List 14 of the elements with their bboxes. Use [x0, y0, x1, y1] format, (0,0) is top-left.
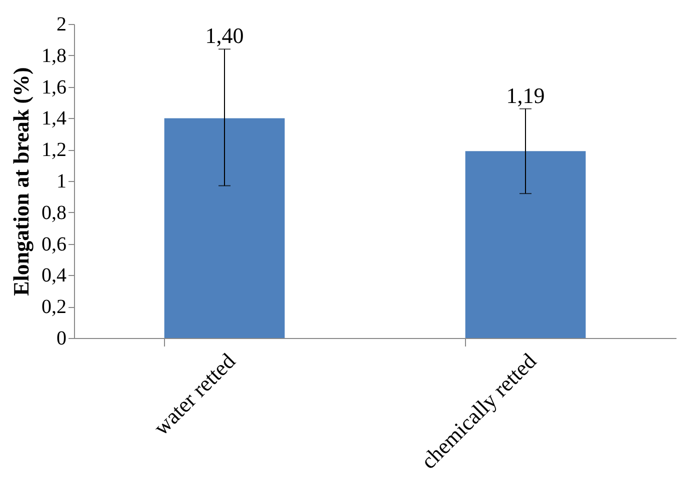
data-label: 1,40: [205, 23, 244, 48]
y-tick-label: 0: [56, 328, 66, 350]
y-tick-label: 1,4: [42, 108, 66, 130]
y-tick-label: 0,8: [42, 202, 66, 224]
y-tick-label: 2: [56, 14, 66, 36]
data-label: 1,19: [506, 82, 545, 108]
y-tick-label: 1,8: [42, 44, 66, 67]
y-axis-title: Elongation at break (%): [8, 67, 34, 296]
y-tick-label: 0,2: [42, 296, 66, 318]
y-tick-label: 0,4: [42, 264, 66, 287]
y-tick-label: 1,2: [42, 139, 66, 162]
y-tick-label: 1: [56, 170, 66, 192]
y-tick-label: 1,6: [42, 76, 66, 98]
y-tick-label: 0,6: [42, 233, 66, 256]
